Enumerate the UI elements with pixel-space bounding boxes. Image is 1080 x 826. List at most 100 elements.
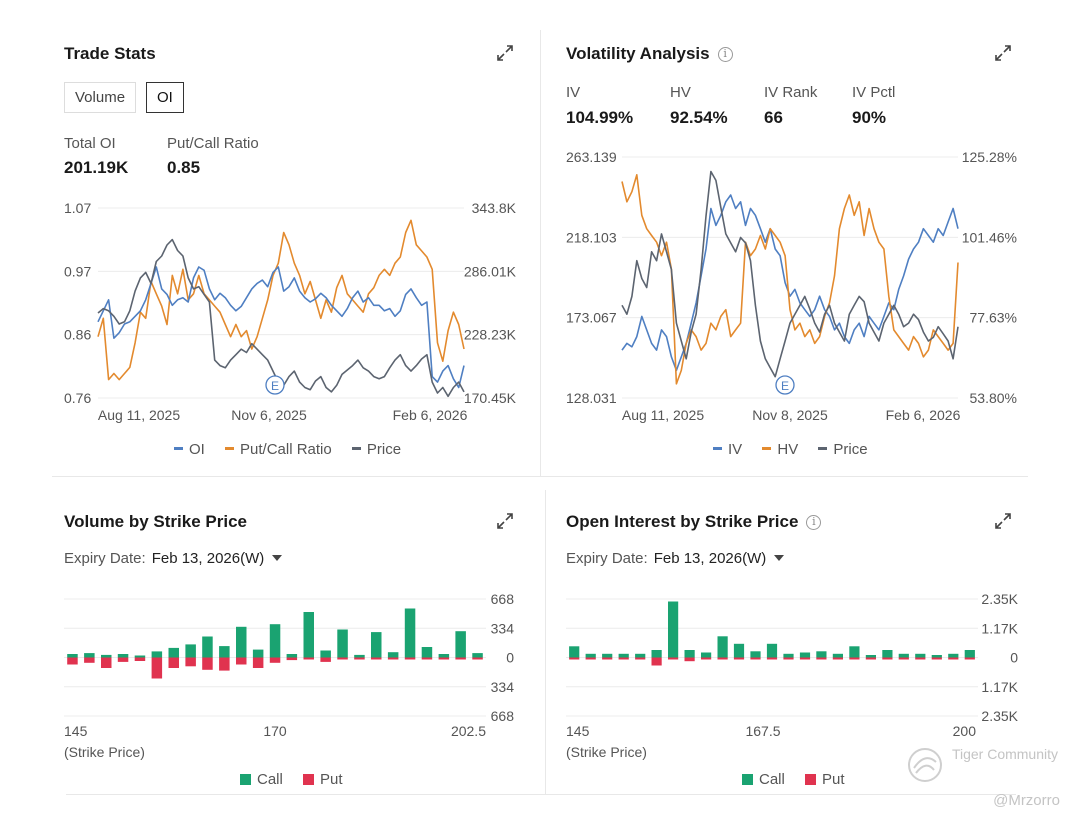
call-bar (651, 650, 662, 658)
put-bar (101, 657, 112, 668)
y-tick-label: 668 (491, 708, 515, 724)
volatility-chart: 263.139 125.28% 218.103 101.46% 173.067 77.63… (566, 149, 1017, 423)
iv-label: IV (566, 84, 581, 101)
y-tick-label: 1.17K (981, 679, 1018, 695)
caret-down-icon (272, 555, 283, 561)
call-bar (882, 650, 893, 658)
toggle-volume[interactable]: Volume (64, 82, 137, 113)
call-bar (371, 632, 382, 658)
total-oi-label: Total OI (64, 135, 116, 152)
legend-call[interactable]: Call (742, 771, 785, 788)
vertical-divider-top (540, 30, 541, 476)
legend-put[interactable]: Put (303, 771, 343, 788)
x-tick-label: Nov 8, 2025 (752, 407, 828, 423)
y-tick-label: 334 (491, 679, 515, 695)
x-tick-label: Nov 6, 2025 (231, 407, 307, 423)
legend-hv[interactable]: HV (762, 441, 798, 458)
expiry-selector[interactable]: Expiry Date: Feb 13, 2026(W) (566, 550, 785, 567)
put-bar (750, 657, 761, 660)
put-bar (668, 657, 679, 660)
toggle-oi[interactable]: OI (146, 82, 184, 113)
expiry-label: Expiry Date: (64, 550, 146, 567)
y-tick-label: 2.35K (981, 708, 1018, 724)
call-bar (117, 654, 129, 658)
legend-put[interactable]: Put (805, 771, 845, 788)
put-bar (733, 657, 745, 660)
put-bar (602, 657, 613, 660)
put-bar (618, 657, 629, 660)
volume-strike-title: Volume by Strike Price (64, 512, 247, 531)
y-left-tick-label: 1.07 (64, 200, 91, 216)
series-line-oi (97, 266, 465, 389)
put-bar (219, 657, 230, 671)
call-bar (799, 652, 811, 658)
call-bar (849, 646, 860, 658)
x-tick-label: Aug 11, 2025 (98, 407, 180, 423)
call-bar (618, 653, 629, 658)
call-bar (404, 608, 416, 658)
call-bar (585, 653, 596, 658)
put-bar (337, 657, 348, 660)
y-left-tick-label: 218.103 (566, 229, 617, 245)
call-bar (219, 646, 230, 658)
oi-strike-panel: Open Interest by Strike Price i Expiry Da… (552, 492, 1030, 792)
call-bar (915, 653, 926, 658)
info-icon[interactable]: i (717, 47, 733, 62)
call-bar (832, 653, 843, 658)
call-bar (303, 612, 314, 658)
x-tick-label: 202.5 (451, 723, 486, 739)
oi-strike-chart: 2.35K 1.17K 0 1.17K 2.35K 145 167.5 200 (Strike … (566, 591, 1019, 760)
call-bar (354, 654, 365, 658)
info-icon[interactable]: i (806, 515, 822, 530)
expiry-selector[interactable]: Expiry Date: Feb 13, 2026(W) (64, 550, 283, 567)
tiger-logo-icon (908, 748, 942, 782)
expiry-value: Feb 13, 2026(W) (151, 550, 265, 567)
put-bar (766, 657, 778, 660)
y-left-tick-label: 128.031 (566, 390, 617, 406)
oi-strike-title: Open Interest by Strike Price i (566, 512, 822, 532)
trade-stats-panel: Trade Stats Volume OI Total OI 201.19K P… (50, 30, 532, 474)
trade-legend: OI Put/Call Ratio Price (174, 441, 417, 458)
put-bar (236, 657, 247, 665)
event-marker-label: E (271, 379, 279, 393)
trade-stats-chart: 1.07 343.8K 0.97 286.01K 0.86 228.23K 0.76 170.… (64, 200, 517, 423)
legend-iv[interactable]: IV (713, 441, 742, 458)
legend-call[interactable]: Call (240, 771, 283, 788)
call-bar (387, 652, 399, 658)
legend-pcr[interactable]: Put/Call Ratio (225, 441, 332, 458)
call-bar (865, 655, 876, 658)
expand-icon[interactable] (496, 512, 514, 530)
call-bar (733, 643, 745, 658)
expand-icon[interactable] (496, 44, 514, 62)
y-right-tick-label: 343.8K (472, 200, 517, 216)
expand-icon[interactable] (994, 44, 1012, 62)
call-bar (185, 644, 196, 658)
put-bar (438, 657, 450, 660)
hv-value: 92.54% (670, 108, 728, 127)
legend-oi[interactable]: OI (174, 441, 205, 458)
x-tick-label: 170 (263, 723, 287, 739)
expand-icon[interactable] (994, 512, 1012, 530)
call-bar (750, 651, 761, 658)
put-bar (569, 657, 580, 660)
y-tick-label: 334 (491, 620, 515, 636)
legend-price[interactable]: Price (818, 441, 868, 458)
call-bar (931, 655, 942, 658)
x-tick-label: 145 (64, 723, 88, 739)
event-marker (265, 375, 285, 395)
put-bar (269, 657, 281, 663)
caret-down-icon (774, 555, 785, 561)
put-bar (964, 657, 975, 660)
bottom-divider (66, 794, 1016, 795)
vertical-divider-bottom (545, 490, 546, 794)
y-left-tick-label: 173.067 (566, 310, 617, 326)
y-tick-label: 668 (491, 591, 515, 607)
y-right-tick-label: 101.46% (962, 229, 1017, 245)
call-bar (816, 651, 827, 658)
legend-price[interactable]: Price (351, 441, 401, 458)
call-bar (455, 631, 466, 658)
put-bar (421, 657, 433, 660)
y-right-tick-label: 170.45K (464, 390, 517, 406)
call-bar (701, 652, 712, 658)
series-line-iv (621, 194, 959, 372)
